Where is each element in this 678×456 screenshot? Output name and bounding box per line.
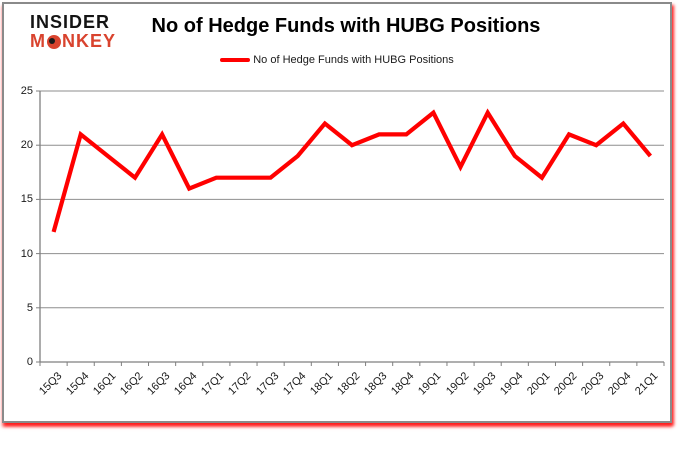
logo-monkey-post: NKEY [62, 31, 117, 51]
y-axis-tick-label: 15 [20, 193, 33, 206]
y-axis-tick-label: 5 [26, 301, 33, 314]
legend-label: No of Hedge Funds with HUBG Positions [253, 54, 454, 66]
chart-area: 0 5 10 15 20 25 15Q3 15Q4 16Q1 16Q2 16Q3 16Q4 17Q1 17… [4, 4, 670, 421]
data-series-line [51, 108, 653, 233]
legend-line-swatch [220, 58, 251, 62]
y-axis-tick-label: 20 [20, 139, 33, 152]
chart-frame: INSIDER M NKEY No of Hedge Funds with HUB… [2, 2, 672, 423]
legend: No of Hedge Funds with HUBG Positions [4, 54, 670, 66]
y-axis-tick-label: 25 [20, 85, 33, 97]
y-axis-tick-label: 10 [20, 247, 33, 260]
chart-title: No of Hedge Funds with HUBG Positions [151, 15, 541, 37]
y-axis-tick-label: 0 [26, 356, 33, 368]
insider-monkey-logo: INSIDER M NKEY [30, 13, 116, 51]
chart-canvas [36, 90, 665, 366]
logo-insider-text: INSIDER [30, 12, 111, 32]
logo-monkey-pre: M [30, 31, 46, 51]
monkey-face-icon [47, 34, 61, 49]
logo-monkey-text: M NKEY [30, 32, 116, 51]
